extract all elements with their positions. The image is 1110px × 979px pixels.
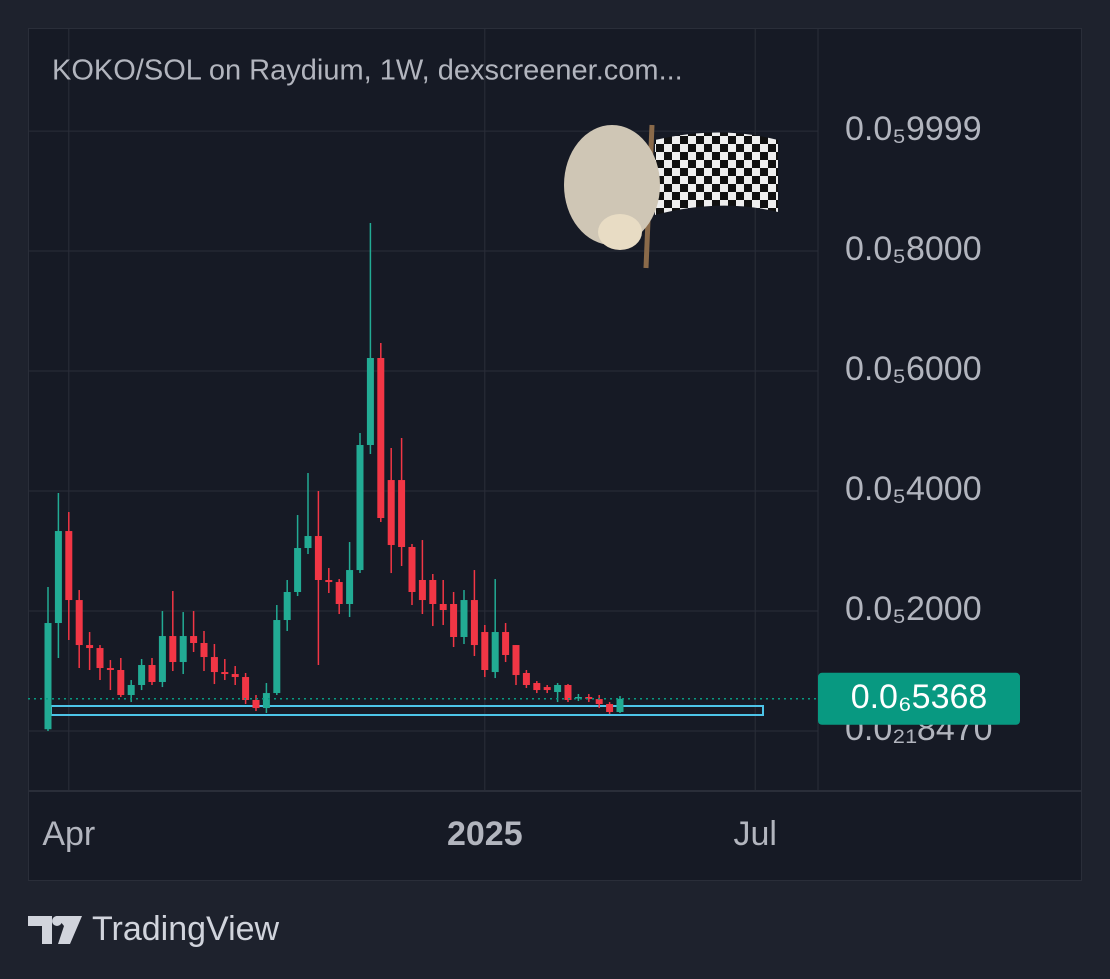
- candle-body: [543, 687, 551, 691]
- x-tick-label: Jul: [733, 815, 776, 853]
- candle-body: [335, 582, 343, 604]
- y-tick-label: 0.0₅8000: [845, 230, 982, 268]
- tv-logo: [28, 916, 82, 944]
- candle-body: [429, 580, 437, 604]
- candle-body: [75, 600, 83, 646]
- candle-body: [533, 683, 541, 691]
- candle-body: [179, 636, 187, 663]
- candle-body: [54, 531, 62, 624]
- candle-body: [595, 699, 603, 705]
- candle-body: [470, 600, 478, 646]
- candle-body: [491, 632, 499, 673]
- candle-body: [138, 665, 146, 685]
- decoration: [564, 124, 778, 269]
- candle-body: [283, 592, 291, 621]
- candle-body: [574, 697, 582, 699]
- candle-body: [221, 672, 229, 675]
- chart-title: KOKO/SOL on Raydium, 1W, dexscreener.com…: [52, 55, 683, 87]
- candle-body: [65, 531, 73, 601]
- candle-body: [606, 704, 614, 712]
- candle-body: [554, 685, 562, 693]
- candle-body: [117, 670, 125, 696]
- x-tick-label: 2025: [447, 815, 523, 853]
- candle-body: [356, 445, 364, 571]
- candle-body: [387, 480, 395, 546]
- candle-body: [200, 643, 208, 658]
- candle-body: [169, 636, 177, 663]
- candle-body: [502, 632, 510, 655]
- y-tick-label: 0.0₅4000: [845, 470, 982, 508]
- candle-body: [398, 480, 406, 547]
- candle-body: [273, 620, 281, 694]
- last-price-label: 0.0₆5368: [851, 678, 988, 716]
- candle-body: [314, 536, 322, 580]
- candle-body: [262, 693, 270, 709]
- candle-body: [377, 358, 385, 519]
- candle-body: [86, 645, 94, 649]
- tv-logo-dot: [52, 916, 62, 926]
- candle-body: [210, 657, 218, 673]
- candle-body: [106, 668, 114, 670]
- candle-body: [564, 685, 572, 700]
- candle-body: [418, 580, 426, 601]
- candle-body: [294, 548, 302, 592]
- candles: [44, 223, 624, 732]
- y-tick-label: 0.0₅6000: [845, 350, 982, 388]
- candle-body: [522, 673, 530, 685]
- brand: TradingView: [92, 910, 280, 948]
- candle-body: [481, 632, 489, 670]
- candle-body: [585, 697, 593, 700]
- candle-body: [408, 547, 416, 592]
- grid: [28, 28, 818, 790]
- x-tick-label: Apr: [42, 815, 95, 853]
- sloth-face: [598, 214, 642, 250]
- flag: [655, 132, 778, 215]
- sloth: [564, 125, 660, 245]
- candle-body: [325, 580, 333, 583]
- y-axis: 0.0₂₁84700.0₅20000.0₅40000.0₅60000.0₅800…: [42, 110, 992, 853]
- candle-body: [460, 600, 468, 637]
- footer: TradingView: [28, 910, 280, 948]
- y-tick-label: 0.0₅2000: [845, 590, 982, 628]
- candle-body: [346, 570, 354, 604]
- candle-body: [190, 636, 198, 643]
- candle-body: [231, 674, 239, 678]
- candle-body: [512, 645, 520, 676]
- candle-body: [148, 665, 156, 682]
- candle-body: [242, 677, 250, 700]
- candle-body: [366, 358, 374, 445]
- y-tick-label: 0.0₅9999: [845, 110, 982, 148]
- candle-body: [158, 636, 166, 682]
- candle-body: [304, 536, 312, 549]
- candle-body: [127, 685, 135, 696]
- candle-body: [44, 623, 52, 730]
- candle-body: [252, 700, 260, 709]
- candle-body: [616, 698, 624, 712]
- chart-panel: [28, 28, 1082, 881]
- candle-body: [96, 648, 104, 669]
- candle-body: [439, 604, 447, 610]
- last-price-badge: [818, 672, 1020, 725]
- candle-body: [450, 604, 458, 637]
